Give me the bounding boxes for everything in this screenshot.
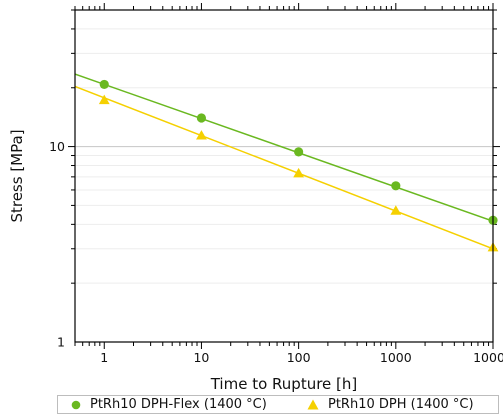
y-tick-label: 1	[57, 335, 65, 350]
data-point-circle	[197, 113, 206, 122]
legend-item-dph-flex: PtRh10 DPH-Flex (1400 °C)	[71, 397, 267, 413]
legend-item-dph: PtRh10 DPH (1400 °C)	[307, 397, 474, 413]
x-tick-label: 10	[193, 350, 209, 365]
legend: PtRh10 DPH-Flex (1400 °C) PtRh10 DPH (14…	[57, 395, 499, 414]
data-point-circle	[100, 80, 109, 89]
legend-label-dph-flex: PtRh10 DPH-Flex (1400 °C)	[90, 397, 267, 412]
x-tick-label: 100	[287, 350, 311, 365]
y-axis-title: Stress [MPa]	[8, 129, 26, 222]
legend-circle-marker	[71, 400, 81, 410]
y-tick-label: 10	[49, 139, 65, 154]
legend-label-dph: PtRh10 DPH (1400 °C)	[328, 397, 474, 412]
x-axis-title: Time to Rupture [h]	[210, 375, 358, 393]
x-tick-label: 10000	[473, 350, 503, 365]
legend-triangle-marker	[307, 399, 319, 410]
data-point-circle	[391, 181, 400, 190]
plot-area	[75, 10, 493, 342]
x-tick-label: 1	[100, 350, 108, 365]
data-point-circle	[294, 147, 303, 156]
x-tick-label: 1000	[380, 350, 412, 365]
chart: 1 10 100 1000 10000 1 10 Time to Rupture [h] S…	[0, 0, 503, 395]
